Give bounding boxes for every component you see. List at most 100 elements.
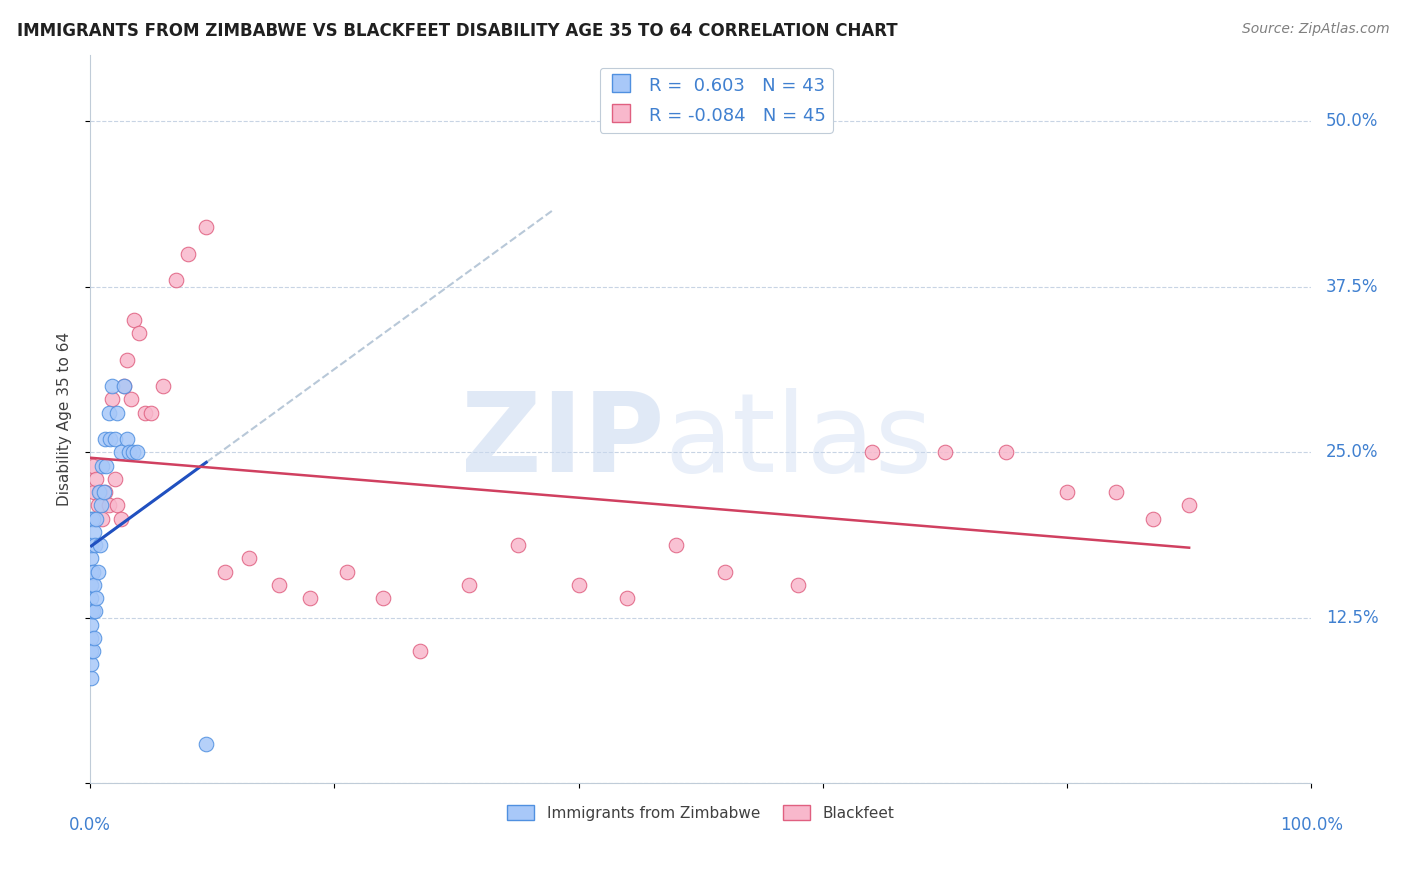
- Point: [105, 406, 128, 420]
- Point: [110, 445, 132, 459]
- Point: [934, 445, 956, 459]
- Point: [115, 432, 138, 446]
- Point: [82, 511, 104, 525]
- Point: [994, 445, 1017, 459]
- Point: [86, 511, 108, 525]
- Point: [141, 406, 163, 420]
- Point: [457, 578, 479, 592]
- Point: [1105, 485, 1128, 500]
- Point: [122, 445, 145, 459]
- Point: [91, 458, 114, 473]
- Point: [616, 591, 638, 606]
- Point: [373, 591, 395, 606]
- Point: [506, 538, 529, 552]
- Legend: Immigrants from Zimbabwe, Blackfeet: Immigrants from Zimbabwe, Blackfeet: [501, 798, 901, 827]
- Point: [1142, 511, 1164, 525]
- Point: [101, 392, 124, 407]
- Point: [165, 273, 187, 287]
- Point: [860, 445, 883, 459]
- Point: [83, 631, 105, 645]
- Point: [83, 524, 105, 539]
- Point: [87, 485, 110, 500]
- Point: [83, 485, 105, 500]
- Text: atlas: atlas: [664, 388, 932, 495]
- Point: [97, 406, 120, 420]
- Point: [238, 551, 260, 566]
- Text: 37.5%: 37.5%: [1326, 278, 1378, 296]
- Point: [122, 313, 145, 327]
- Point: [298, 591, 321, 606]
- Point: [98, 432, 121, 446]
- Point: [82, 604, 104, 618]
- Point: [1178, 499, 1201, 513]
- Point: [86, 565, 108, 579]
- Point: [94, 458, 117, 473]
- Point: [97, 499, 120, 513]
- Point: [714, 565, 737, 579]
- Point: [195, 220, 218, 235]
- Text: 100.0%: 100.0%: [1279, 816, 1343, 834]
- Point: [409, 644, 432, 658]
- Text: IMMIGRANTS FROM ZIMBABWE VS BLACKFEET DISABILITY AGE 35 TO 64 CORRELATION CHART: IMMIGRANTS FROM ZIMBABWE VS BLACKFEET DI…: [17, 22, 897, 40]
- Text: ZIP: ZIP: [461, 388, 664, 495]
- Text: 12.5%: 12.5%: [1326, 609, 1378, 627]
- Point: [84, 511, 107, 525]
- Point: [82, 565, 104, 579]
- Point: [336, 565, 359, 579]
- Point: [112, 379, 135, 393]
- Point: [80, 604, 103, 618]
- Point: [80, 551, 103, 566]
- Point: [80, 511, 103, 525]
- Point: [787, 578, 810, 592]
- Point: [568, 578, 591, 592]
- Point: [269, 578, 291, 592]
- Point: [91, 511, 114, 525]
- Point: [120, 392, 142, 407]
- Point: [82, 644, 104, 658]
- Point: [195, 737, 218, 751]
- Text: 50.0%: 50.0%: [1326, 112, 1378, 130]
- Point: [104, 472, 127, 486]
- Point: [86, 472, 108, 486]
- Point: [86, 499, 108, 513]
- Point: [94, 485, 117, 500]
- Point: [86, 591, 108, 606]
- Point: [118, 445, 141, 459]
- Point: [105, 499, 128, 513]
- Text: 0.0%: 0.0%: [69, 816, 111, 834]
- Point: [177, 247, 200, 261]
- Point: [214, 565, 236, 579]
- Point: [93, 485, 115, 500]
- Point: [80, 591, 103, 606]
- Text: Source: ZipAtlas.com: Source: ZipAtlas.com: [1241, 22, 1389, 37]
- Y-axis label: Disability Age 35 to 64: Disability Age 35 to 64: [58, 332, 72, 507]
- Point: [80, 631, 103, 645]
- Point: [90, 499, 112, 513]
- Point: [1056, 485, 1078, 500]
- Point: [115, 352, 138, 367]
- Point: [84, 604, 107, 618]
- Point: [94, 432, 117, 446]
- Point: [125, 445, 148, 459]
- Point: [152, 379, 174, 393]
- Point: [128, 326, 150, 341]
- Point: [82, 458, 104, 473]
- Point: [84, 538, 107, 552]
- Point: [83, 578, 105, 592]
- Point: [80, 671, 103, 685]
- Point: [80, 578, 103, 592]
- Point: [80, 617, 103, 632]
- Point: [80, 657, 103, 672]
- Point: [665, 538, 688, 552]
- Point: [134, 406, 156, 420]
- Point: [80, 565, 103, 579]
- Point: [112, 379, 135, 393]
- Point: [89, 538, 111, 552]
- Point: [101, 379, 124, 393]
- Point: [80, 644, 103, 658]
- Point: [89, 485, 111, 500]
- Point: [110, 511, 132, 525]
- Text: 25.0%: 25.0%: [1326, 443, 1378, 461]
- Point: [104, 432, 127, 446]
- Point: [80, 538, 103, 552]
